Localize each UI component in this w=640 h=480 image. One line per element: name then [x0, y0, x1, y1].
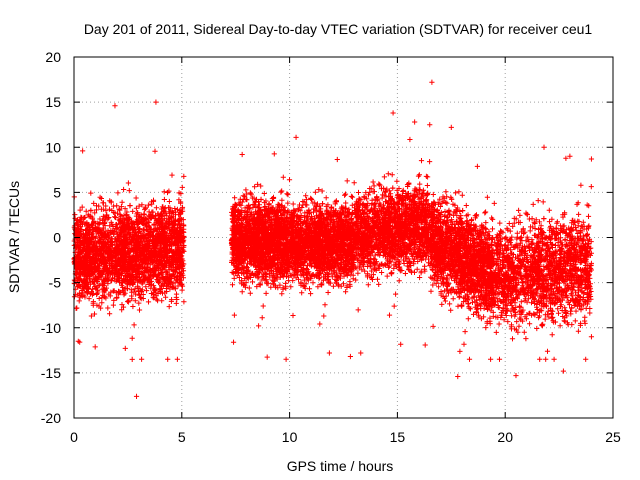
outlier-point	[588, 334, 595, 340]
outlier-point	[448, 124, 454, 130]
outlier-point	[112, 103, 118, 109]
x-tick-label: 25	[605, 429, 621, 445]
outlier-point	[230, 339, 237, 345]
y-tick-label: 20	[45, 49, 61, 65]
outlier-point	[427, 122, 433, 128]
x-tick-label: 15	[390, 429, 406, 445]
y-tick-label: 0	[53, 230, 61, 246]
outlier-point	[293, 134, 299, 140]
outlier-point	[358, 350, 364, 356]
outlier-point	[455, 373, 461, 380]
tick-labels: 0 5 10 15 20 25 -20 -15 -10 -5 0 5 10 15 20	[41, 49, 621, 445]
outlier-point	[541, 144, 547, 150]
scatter-points	[71, 136, 594, 362]
outlier-point	[429, 79, 435, 85]
y-tick-label: -5	[49, 275, 62, 291]
data-points	[71, 79, 595, 399]
outlier-point	[567, 153, 573, 159]
x-tick-label: 0	[70, 429, 78, 445]
x-axis-label: GPS time / hours	[287, 458, 394, 474]
outlier-point	[75, 338, 81, 344]
y-tick-label: 15	[45, 94, 61, 110]
x-tick-label: 5	[178, 429, 186, 445]
y-tick-label: 5	[53, 184, 61, 200]
outlier-point	[560, 368, 567, 374]
y-tick-label: -15	[41, 365, 61, 381]
axes	[73, 56, 614, 419]
outlier-point	[133, 393, 140, 399]
outlier-point	[80, 148, 86, 154]
outlier-point	[153, 99, 159, 105]
outlier-point	[513, 372, 519, 379]
x-tick-label: 10	[282, 429, 298, 445]
outlier-point	[390, 110, 396, 116]
y-tick-label: -20	[41, 410, 61, 426]
outlier-point	[588, 156, 595, 162]
y-axis-label: SDTVAR / TECUs	[6, 181, 22, 293]
chart-title: Day 201 of 2011, Sidereal Day-to-day VTE…	[84, 21, 593, 37]
outlier-point	[129, 356, 135, 362]
y-tick-label: -10	[41, 320, 61, 336]
y-tick-label: 10	[45, 139, 61, 155]
outlier-point	[239, 151, 245, 158]
x-tick-label: 20	[497, 429, 513, 445]
outlier-point	[412, 119, 418, 125]
